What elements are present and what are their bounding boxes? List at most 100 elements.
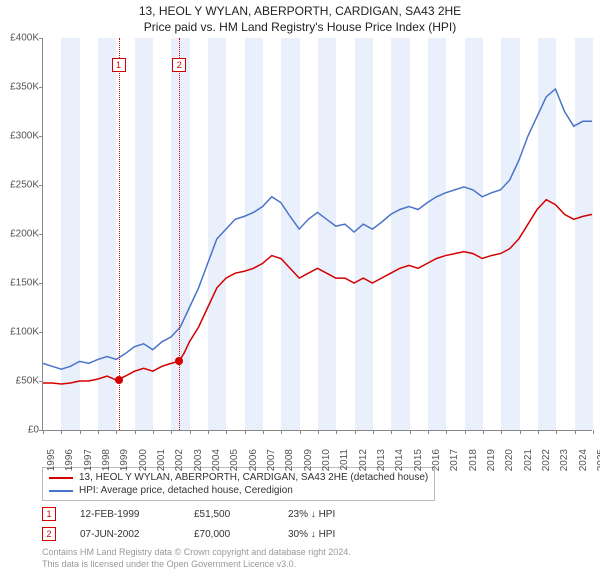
x-tick-mark bbox=[501, 430, 502, 434]
x-tick-label: 2007 bbox=[266, 449, 277, 479]
x-tick-mark bbox=[135, 430, 136, 434]
sale-vline bbox=[179, 38, 180, 430]
y-tick-label: £150K bbox=[1, 278, 39, 289]
x-tick-label: 2001 bbox=[156, 449, 167, 479]
chart-title: 13, HEOL Y WYLAN, ABERPORTH, CARDIGAN, S… bbox=[0, 0, 600, 18]
x-tick-label: 2000 bbox=[138, 449, 149, 479]
x-tick-label: 2015 bbox=[413, 449, 424, 479]
x-tick-mark bbox=[153, 430, 154, 434]
x-tick-label: 2002 bbox=[174, 449, 185, 479]
x-tick-mark bbox=[391, 430, 392, 434]
sale-price: £51,500 bbox=[194, 509, 264, 520]
x-tick-mark bbox=[263, 430, 264, 434]
x-tick-mark bbox=[281, 430, 282, 434]
x-tick-label: 2006 bbox=[248, 449, 259, 479]
x-tick-mark bbox=[373, 430, 374, 434]
x-tick-mark bbox=[593, 430, 594, 434]
x-tick-mark bbox=[61, 430, 62, 434]
x-tick-label: 2025 bbox=[596, 449, 600, 479]
x-tick-mark bbox=[446, 430, 447, 434]
y-tick-label: £400K bbox=[1, 33, 39, 44]
x-tick-label: 2019 bbox=[486, 449, 497, 479]
copyright-line2: This data is licensed under the Open Gov… bbox=[42, 559, 590, 570]
x-tick-mark bbox=[245, 430, 246, 434]
sale-info-row: 112-FEB-1999£51,50023% ↓ HPI bbox=[42, 501, 590, 521]
sale-date: 07-JUN-2002 bbox=[80, 529, 170, 540]
x-tick-label: 1995 bbox=[46, 449, 57, 479]
x-tick-label: 2012 bbox=[358, 449, 369, 479]
sale-delta: 30% ↓ HPI bbox=[288, 529, 335, 540]
y-tick-mark bbox=[39, 283, 43, 284]
x-tick-label: 2005 bbox=[229, 449, 240, 479]
sale-dot bbox=[175, 357, 183, 365]
copyright-line1: Contains HM Land Registry data © Crown c… bbox=[42, 547, 590, 559]
y-tick-mark bbox=[39, 38, 43, 39]
sale-marker-icon: 2 bbox=[42, 527, 56, 541]
x-tick-mark bbox=[43, 430, 44, 434]
x-tick-label: 2018 bbox=[468, 449, 479, 479]
y-tick-mark bbox=[39, 332, 43, 333]
y-tick-mark bbox=[39, 185, 43, 186]
chart-plot-area: £0£50K£100K£150K£200K£250K£300K£350K£400… bbox=[42, 38, 592, 431]
chart-subtitle: Price paid vs. HM Land Registry's House … bbox=[0, 18, 600, 38]
x-tick-mark bbox=[465, 430, 466, 434]
y-tick-label: £350K bbox=[1, 82, 39, 93]
x-tick-label: 2009 bbox=[303, 449, 314, 479]
sale-price: £70,000 bbox=[194, 529, 264, 540]
x-tick-label: 1999 bbox=[119, 449, 130, 479]
y-tick-label: £0 bbox=[1, 425, 39, 436]
x-tick-label: 1998 bbox=[101, 449, 112, 479]
x-tick-label: 2020 bbox=[504, 449, 515, 479]
sale-date: 12-FEB-1999 bbox=[80, 509, 170, 520]
x-tick-mark bbox=[538, 430, 539, 434]
x-tick-label: 2010 bbox=[321, 449, 332, 479]
x-tick-mark bbox=[520, 430, 521, 434]
x-tick-mark bbox=[116, 430, 117, 434]
y-tick-label: £100K bbox=[1, 327, 39, 338]
x-tick-label: 2013 bbox=[376, 449, 387, 479]
y-tick-mark bbox=[39, 381, 43, 382]
x-tick-mark bbox=[208, 430, 209, 434]
x-tick-label: 2024 bbox=[578, 449, 589, 479]
sale-info-row: 2 07-JUN-2002 £70,000 30% ↓ HPI bbox=[42, 521, 590, 541]
y-tick-label: £250K bbox=[1, 180, 39, 191]
sale-marker: 2 bbox=[172, 58, 186, 72]
x-tick-mark bbox=[226, 430, 227, 434]
x-tick-label: 1996 bbox=[64, 449, 75, 479]
x-tick-mark bbox=[300, 430, 301, 434]
y-tick-mark bbox=[39, 136, 43, 137]
x-tick-mark bbox=[575, 430, 576, 434]
x-tick-label: 2004 bbox=[211, 449, 222, 479]
x-tick-mark bbox=[355, 430, 356, 434]
x-tick-label: 2014 bbox=[394, 449, 405, 479]
x-tick-label: 2017 bbox=[449, 449, 460, 479]
x-tick-mark bbox=[428, 430, 429, 434]
series-line-hpi bbox=[43, 89, 592, 369]
y-tick-mark bbox=[39, 87, 43, 88]
x-tick-mark bbox=[318, 430, 319, 434]
x-tick-mark bbox=[171, 430, 172, 434]
x-tick-mark bbox=[98, 430, 99, 434]
x-tick-label: 2023 bbox=[559, 449, 570, 479]
y-tick-label: £50K bbox=[1, 376, 39, 387]
x-tick-label: 2003 bbox=[193, 449, 204, 479]
x-tick-label: 2022 bbox=[541, 449, 552, 479]
sale-vline bbox=[119, 38, 120, 430]
y-tick-mark bbox=[39, 234, 43, 235]
sale-marker-icon: 1 bbox=[42, 507, 56, 521]
x-tick-label: 2008 bbox=[284, 449, 295, 479]
x-tick-label: 2016 bbox=[431, 449, 442, 479]
legend-swatch-hpi bbox=[49, 490, 73, 492]
x-tick-mark bbox=[190, 430, 191, 434]
legend-block: 13, HEOL Y WYLAN, ABERPORTH, CARDIGAN, S… bbox=[42, 467, 590, 570]
x-tick-mark bbox=[556, 430, 557, 434]
x-tick-label: 1997 bbox=[83, 449, 94, 479]
x-tick-mark bbox=[336, 430, 337, 434]
x-tick-mark bbox=[410, 430, 411, 434]
x-tick-mark bbox=[483, 430, 484, 434]
x-tick-label: 2011 bbox=[339, 449, 350, 479]
series-line-property bbox=[43, 200, 592, 384]
sale-dot bbox=[115, 376, 123, 384]
chart-lines-svg bbox=[43, 38, 592, 430]
x-tick-mark bbox=[80, 430, 81, 434]
